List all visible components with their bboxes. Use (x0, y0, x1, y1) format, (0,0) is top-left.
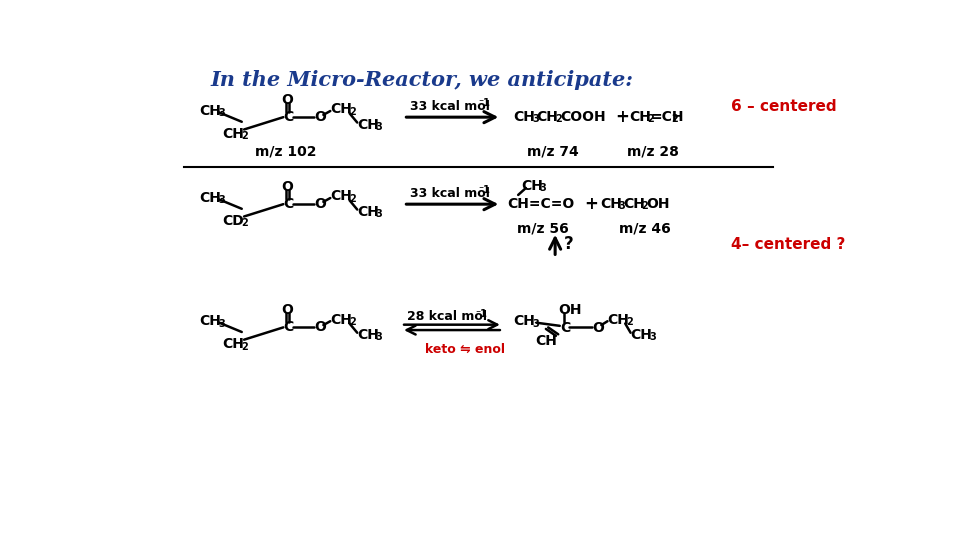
Text: O: O (314, 320, 326, 334)
Text: CH: CH (521, 179, 543, 193)
Text: CH: CH (200, 104, 221, 118)
Text: COOH: COOH (560, 110, 606, 124)
Text: ⁻1: ⁻1 (478, 98, 490, 109)
Text: 2: 2 (671, 114, 678, 125)
Text: 3: 3 (532, 319, 539, 328)
Text: 3: 3 (649, 333, 656, 342)
Text: +: + (585, 195, 598, 213)
Text: ⁻1: ⁻1 (478, 185, 490, 195)
Text: C: C (283, 197, 294, 211)
Text: CH: CH (357, 328, 379, 342)
Text: 2: 2 (641, 201, 648, 212)
Text: OH: OH (558, 303, 582, 318)
Text: CH: CH (200, 191, 221, 205)
Text: O: O (281, 93, 293, 107)
Text: =CH: =CH (651, 110, 684, 124)
Text: keto ⇋ enol: keto ⇋ enol (425, 342, 505, 355)
Text: +: + (615, 108, 629, 126)
Text: O: O (314, 110, 326, 124)
Text: 2: 2 (348, 317, 355, 327)
Text: CH: CH (357, 118, 379, 132)
Text: CH: CH (330, 313, 352, 327)
Text: 3: 3 (218, 319, 225, 328)
Text: 3: 3 (375, 333, 382, 342)
Text: 2: 2 (555, 114, 562, 125)
Text: 4– centered ?: 4– centered ? (731, 237, 845, 252)
Text: 3: 3 (218, 109, 225, 118)
Text: CH: CH (223, 338, 245, 352)
Text: In the Micro-Reactor, we anticipate:: In the Micro-Reactor, we anticipate: (211, 70, 634, 90)
Text: CH: CH (537, 110, 559, 124)
Text: 2: 2 (626, 317, 633, 327)
Text: CH: CH (514, 314, 536, 328)
Text: CH: CH (357, 205, 379, 219)
Text: O: O (281, 303, 293, 318)
Text: m/z 74: m/z 74 (527, 144, 578, 158)
Text: CH: CH (330, 190, 352, 204)
Text: O: O (314, 197, 326, 211)
Text: 28 kcal mol: 28 kcal mol (407, 310, 488, 323)
Text: 2: 2 (241, 218, 248, 228)
Text: 6 – centered: 6 – centered (731, 99, 836, 114)
Text: CH: CH (631, 328, 653, 342)
Text: C: C (560, 321, 570, 335)
Text: 33 kcal mol: 33 kcal mol (410, 100, 490, 113)
Text: 2: 2 (348, 107, 355, 117)
Text: 3: 3 (540, 183, 546, 193)
Text: m/z 102: m/z 102 (254, 144, 317, 158)
Text: m/z 46: m/z 46 (619, 222, 671, 236)
Text: CH=C=O: CH=C=O (508, 197, 575, 211)
Text: 3: 3 (375, 209, 382, 219)
Text: ⁻1: ⁻1 (476, 308, 488, 319)
Text: CH: CH (514, 110, 536, 124)
Text: 3: 3 (218, 195, 225, 205)
Text: CH: CH (330, 103, 352, 117)
Text: ?: ? (564, 235, 573, 253)
Text: CH: CH (623, 197, 645, 211)
Text: CH: CH (608, 313, 630, 327)
Text: 2: 2 (241, 342, 248, 352)
Text: 3: 3 (375, 122, 382, 132)
Text: OH: OH (646, 197, 669, 211)
Text: CH: CH (200, 314, 221, 328)
Text: 2: 2 (648, 114, 655, 125)
Text: CH: CH (535, 334, 557, 348)
Text: 2: 2 (241, 131, 248, 141)
Text: m/z 28: m/z 28 (627, 144, 679, 158)
Text: 2: 2 (348, 194, 355, 204)
Text: m/z 56: m/z 56 (517, 222, 569, 236)
Text: 3: 3 (532, 114, 539, 125)
Text: CH: CH (223, 127, 245, 141)
Text: CH: CH (600, 197, 622, 211)
Text: CH: CH (629, 110, 651, 124)
Text: O: O (592, 321, 604, 335)
Text: O: O (281, 180, 293, 194)
Text: 3: 3 (618, 201, 625, 212)
Text: C: C (283, 110, 294, 124)
Text: 33 kcal mol: 33 kcal mol (410, 187, 490, 200)
Text: CD: CD (223, 214, 244, 228)
Text: C: C (283, 320, 294, 334)
